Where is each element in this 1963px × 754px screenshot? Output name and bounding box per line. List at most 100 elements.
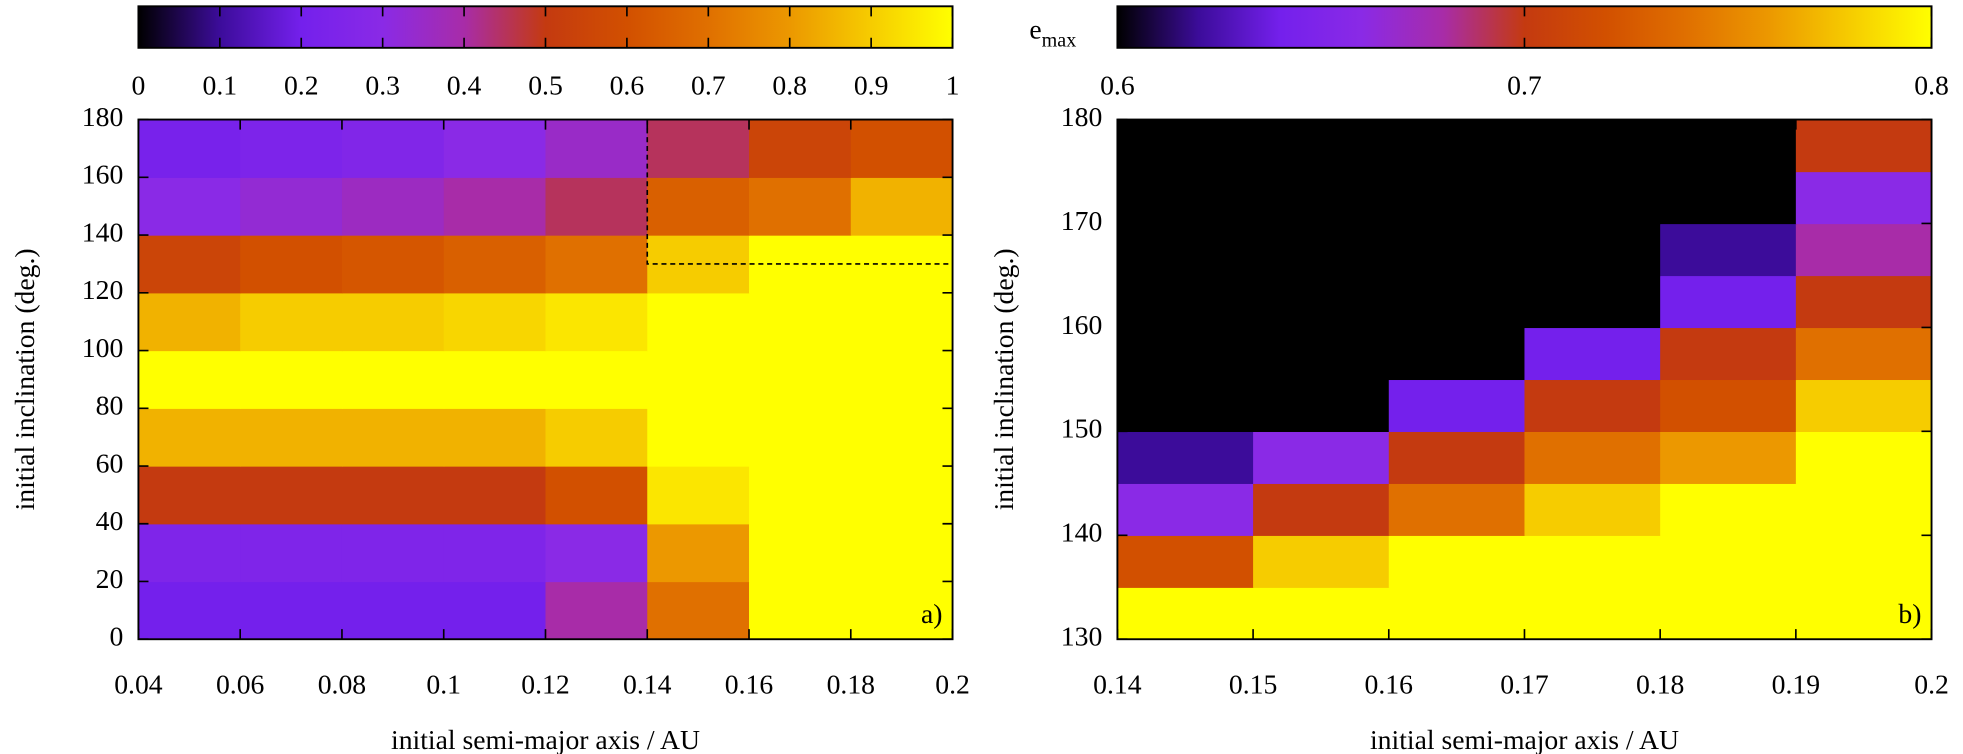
heatmap-cell [1524,275,1661,329]
x-tick-label: 0.17 [1500,668,1549,699]
heatmap-cell [749,292,852,352]
y-tick-label: 170 [1061,205,1103,236]
heatmap-cell [850,350,954,409]
heatmap-cell [545,466,648,525]
x-axis-label: initial semi-major axis / AU [391,724,700,754]
heatmap-cell [240,119,343,178]
heatmap-cell [749,350,852,409]
y-tick-label: 150 [1061,413,1103,444]
heatmap-cell [138,235,241,294]
colorbar-tick-label: 0.5 [528,69,563,100]
heatmap-cell [1660,327,1797,381]
heatmap-cell [1388,275,1526,329]
colorbar-tick-label: 0.7 [1507,69,1542,100]
heatmap-cell [749,523,852,583]
heatmap-cell [1795,431,1933,484]
heatmap-cell [341,292,445,352]
heatmap-cell [1117,587,1254,640]
heatmap-cell [138,466,241,525]
y-tick-label: 80 [96,390,124,421]
colorbar-tick-label: 0.9 [854,69,889,100]
heatmap-cell [443,292,547,352]
y-tick-label: 20 [96,563,124,594]
heatmap-cell [647,292,750,352]
heatmap-cell [1388,171,1526,225]
heatmap-cell [138,408,241,467]
heatmap-cell [1388,223,1526,277]
heatmap-cell [647,119,750,178]
heatmap-cell [749,466,852,525]
colorbar-label-subscript: max [1042,29,1077,51]
heatmap-cell [1795,379,1933,432]
heatmap-cell [240,177,343,236]
y-tick-label: 140 [1061,517,1103,548]
heatmap-cell [1117,379,1254,432]
colorbar-tick-label: 0.2 [284,69,319,100]
x-tick-label: 0.18 [1636,668,1684,699]
heatmap-cell [1253,587,1390,640]
heatmap-cell [545,408,648,467]
heatmap-cell [138,350,241,409]
heatmap-cell [1388,535,1526,588]
heatmap-cell [1117,327,1254,381]
colorbar-tick-label: 1 [946,69,960,100]
heatmap-cell [545,350,648,409]
y-tick-label: 40 [96,505,124,536]
heatmap-cell [443,466,547,525]
heatmap-cell [1524,431,1661,484]
y-tick-label: 60 [96,447,124,478]
colorbar-tick-label: 0.6 [1100,69,1135,100]
x-tick-label: 0.18 [827,668,875,699]
heatmap-cell [443,581,547,640]
heatmap-cell [1117,171,1254,225]
heatmap-cell [443,119,547,178]
heatmap-cell [749,235,852,294]
heatmap-cell [850,292,954,352]
heatmap-cell [1524,587,1661,640]
x-tick-label: 0.14 [1093,668,1142,699]
heatmap-cell [1660,587,1797,640]
heatmap-cell [138,523,241,583]
heatmap-cell [749,119,852,178]
heatmap-cell [138,292,241,352]
x-tick-label: 0.16 [725,668,774,699]
colorbar-label-base: e [1029,14,1041,45]
heatmap-cell [1117,535,1254,588]
heatmap-cell [240,350,343,409]
heatmap-cell [1795,587,1933,640]
x-tick-label: 0.16 [1365,668,1414,699]
heatmap-cell [545,177,648,236]
heatmap-cell [545,292,648,352]
x-axis-label: initial semi-major axis / AU [1370,724,1679,754]
heatmap-cell [1253,275,1390,329]
heatmap-cell [1388,431,1526,484]
heatmap-cell [1253,379,1390,432]
colorbar-tick-label: 0.1 [203,69,238,100]
heatmap-cell [443,408,547,467]
colorbar-label: emax [1029,14,1076,51]
heatmap-cell [1253,483,1390,536]
x-tick-label: 0.14 [623,668,672,699]
heatmap-cell [1388,379,1526,432]
heatmap-cell [1660,119,1797,173]
x-tick-label: 0.06 [216,668,265,699]
heatmap-cell [1660,483,1797,536]
heatmap-cell [1388,327,1526,381]
heatmap-cell [1524,483,1661,536]
heatmap-cell [647,581,750,640]
heatmap-cell [647,350,750,409]
heatmap-cell [240,466,343,525]
heatmap-cell [341,177,445,236]
heatmap-cell [341,581,445,640]
heatmap-cell [1524,119,1661,173]
heatmap-cell [1795,535,1933,588]
heatmap-cell [1524,223,1661,277]
heatmap-cell [1795,275,1933,329]
heatmap-cell [1660,223,1797,277]
y-tick-label: 180 [1061,101,1103,132]
heatmap-cell [545,523,648,583]
heatmap-cell [1253,171,1390,225]
colorbar-tick-label: 0.3 [365,69,400,100]
heatmap-cell [1524,379,1661,432]
